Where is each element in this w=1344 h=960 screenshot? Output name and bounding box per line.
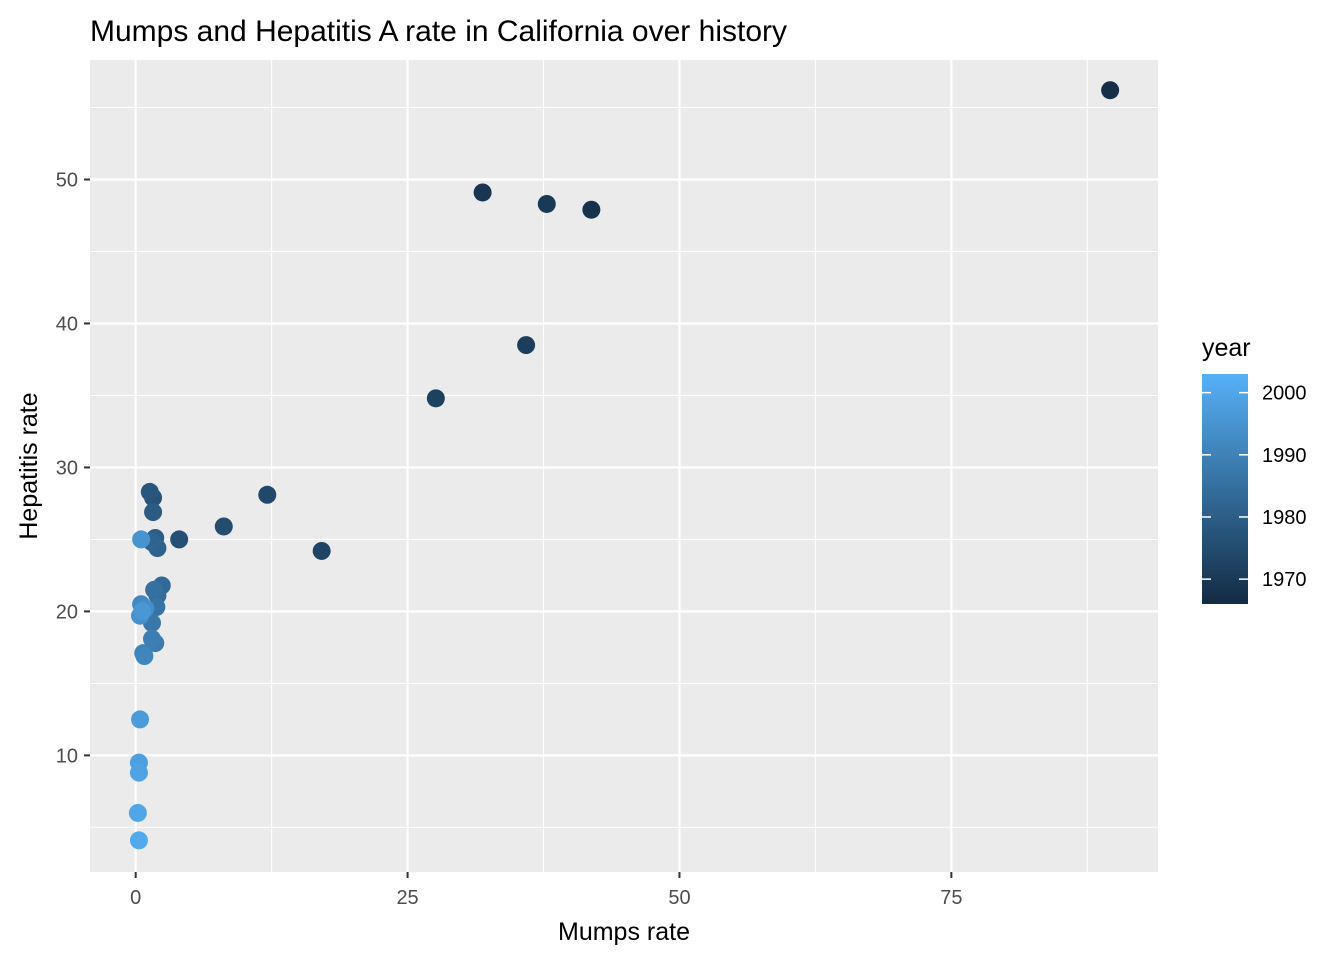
colorbar-tick-label: 2000 <box>1262 383 1307 405</box>
data-point <box>473 183 492 202</box>
data-point <box>140 482 159 501</box>
data-point <box>131 710 150 729</box>
data-point <box>129 831 148 850</box>
data-point <box>128 803 147 822</box>
colorbar-tick-label: 1990 <box>1262 445 1307 467</box>
data-point <box>537 194 556 213</box>
data-point <box>312 541 331 560</box>
data-point <box>258 485 277 504</box>
data-point <box>517 336 536 355</box>
data-point <box>132 530 151 549</box>
y-tick-label: 30 <box>56 457 78 479</box>
x-tick-label: 50 <box>668 887 690 909</box>
x-axis-title: Mumps rate <box>558 918 690 946</box>
major-gridlines <box>90 60 1158 872</box>
data-point <box>426 389 445 408</box>
minor-gridlines <box>90 60 1158 872</box>
data-point <box>135 647 154 666</box>
data-point <box>214 517 233 536</box>
y-axis-ticks: 10 20 30 40 50 <box>56 169 90 767</box>
y-tick-label: 10 <box>56 745 78 767</box>
colorbar-tick-label: 1980 <box>1262 507 1307 529</box>
colorbar <box>1202 374 1248 604</box>
data-point <box>144 503 163 522</box>
x-tick-label: 25 <box>396 887 418 909</box>
x-tick-label: 0 <box>130 887 141 909</box>
plot-panel <box>90 60 1158 872</box>
data-point <box>133 602 152 621</box>
y-tick-label: 40 <box>56 313 78 335</box>
data-points <box>128 81 1120 850</box>
y-tick-label: 20 <box>56 601 78 623</box>
chart-title: Mumps and Hepatitis A rate in California… <box>90 15 787 48</box>
data-point <box>1101 81 1120 100</box>
x-axis-ticks: 0 25 50 75 <box>130 872 962 909</box>
x-tick-label: 75 <box>940 887 962 909</box>
y-tick-label: 50 <box>56 169 78 191</box>
legend-title: year <box>1202 334 1251 362</box>
data-point <box>170 530 189 549</box>
colorbar-tick-label: 1970 <box>1262 569 1307 591</box>
legend: year 1970 1980 1990 2000 <box>1202 334 1307 604</box>
colorbar-ticks: 1970 1980 1990 2000 <box>1202 383 1307 591</box>
data-point <box>582 200 601 219</box>
data-point <box>129 763 148 782</box>
data-point <box>145 580 164 599</box>
data-point <box>142 629 161 648</box>
y-axis-title: Hepatitis rate <box>15 392 43 539</box>
